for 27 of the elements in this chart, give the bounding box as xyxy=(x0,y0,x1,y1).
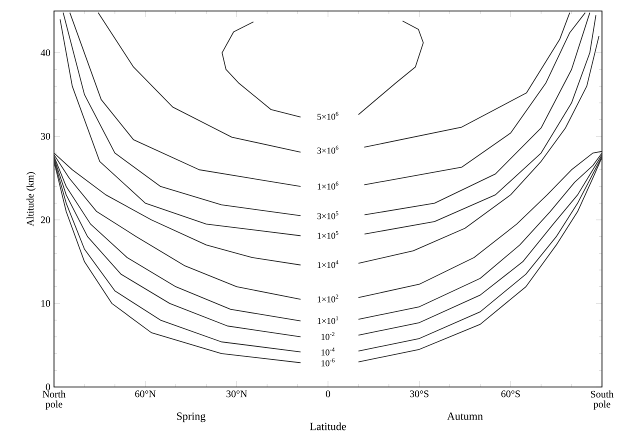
y-tick-label: 10 xyxy=(41,300,50,307)
series-label: 1×10$^{2}$ xyxy=(318,294,338,302)
y-tick-label: 0 xyxy=(46,384,50,390)
series-label: 5×10$^{6}$ xyxy=(317,112,338,120)
series-label: 3×10$^{6}$ xyxy=(317,146,338,154)
y-tick-label: 30 xyxy=(40,132,50,140)
x-tick-label: 30°N xyxy=(226,390,248,398)
series-label: 1×10$^{1}$ xyxy=(318,316,338,324)
y-axis-title: Altitude (km) xyxy=(26,172,36,226)
text: 10$^{-4}$ xyxy=(322,348,335,356)
x-tick-label: North pole xyxy=(42,390,66,410)
text: Autumn xyxy=(447,412,483,420)
text: 10$^{-6}$ xyxy=(322,358,335,366)
series-label: 1×10$^{6}$ xyxy=(318,182,338,190)
x-tick-label: 60°N xyxy=(135,390,156,398)
series-label: 3×10$^{5}$ xyxy=(317,211,338,220)
x-tick-label: 30°S xyxy=(410,390,428,398)
text: 10$^{-2}$ xyxy=(322,332,334,340)
y-tick-label: 40 xyxy=(40,49,50,56)
x-tick-label: South pole xyxy=(590,390,614,410)
text: Spring xyxy=(177,412,206,422)
y-tick-label: 20 xyxy=(40,216,50,224)
series-label: 1×10$^{4}$ xyxy=(318,260,338,268)
x-axis-title: Latitude xyxy=(310,422,346,430)
x-tick-label: 0 xyxy=(326,390,330,398)
x-tick-label: 60°S xyxy=(501,390,520,398)
series-label: 1×10$^{5}$ xyxy=(318,230,338,239)
